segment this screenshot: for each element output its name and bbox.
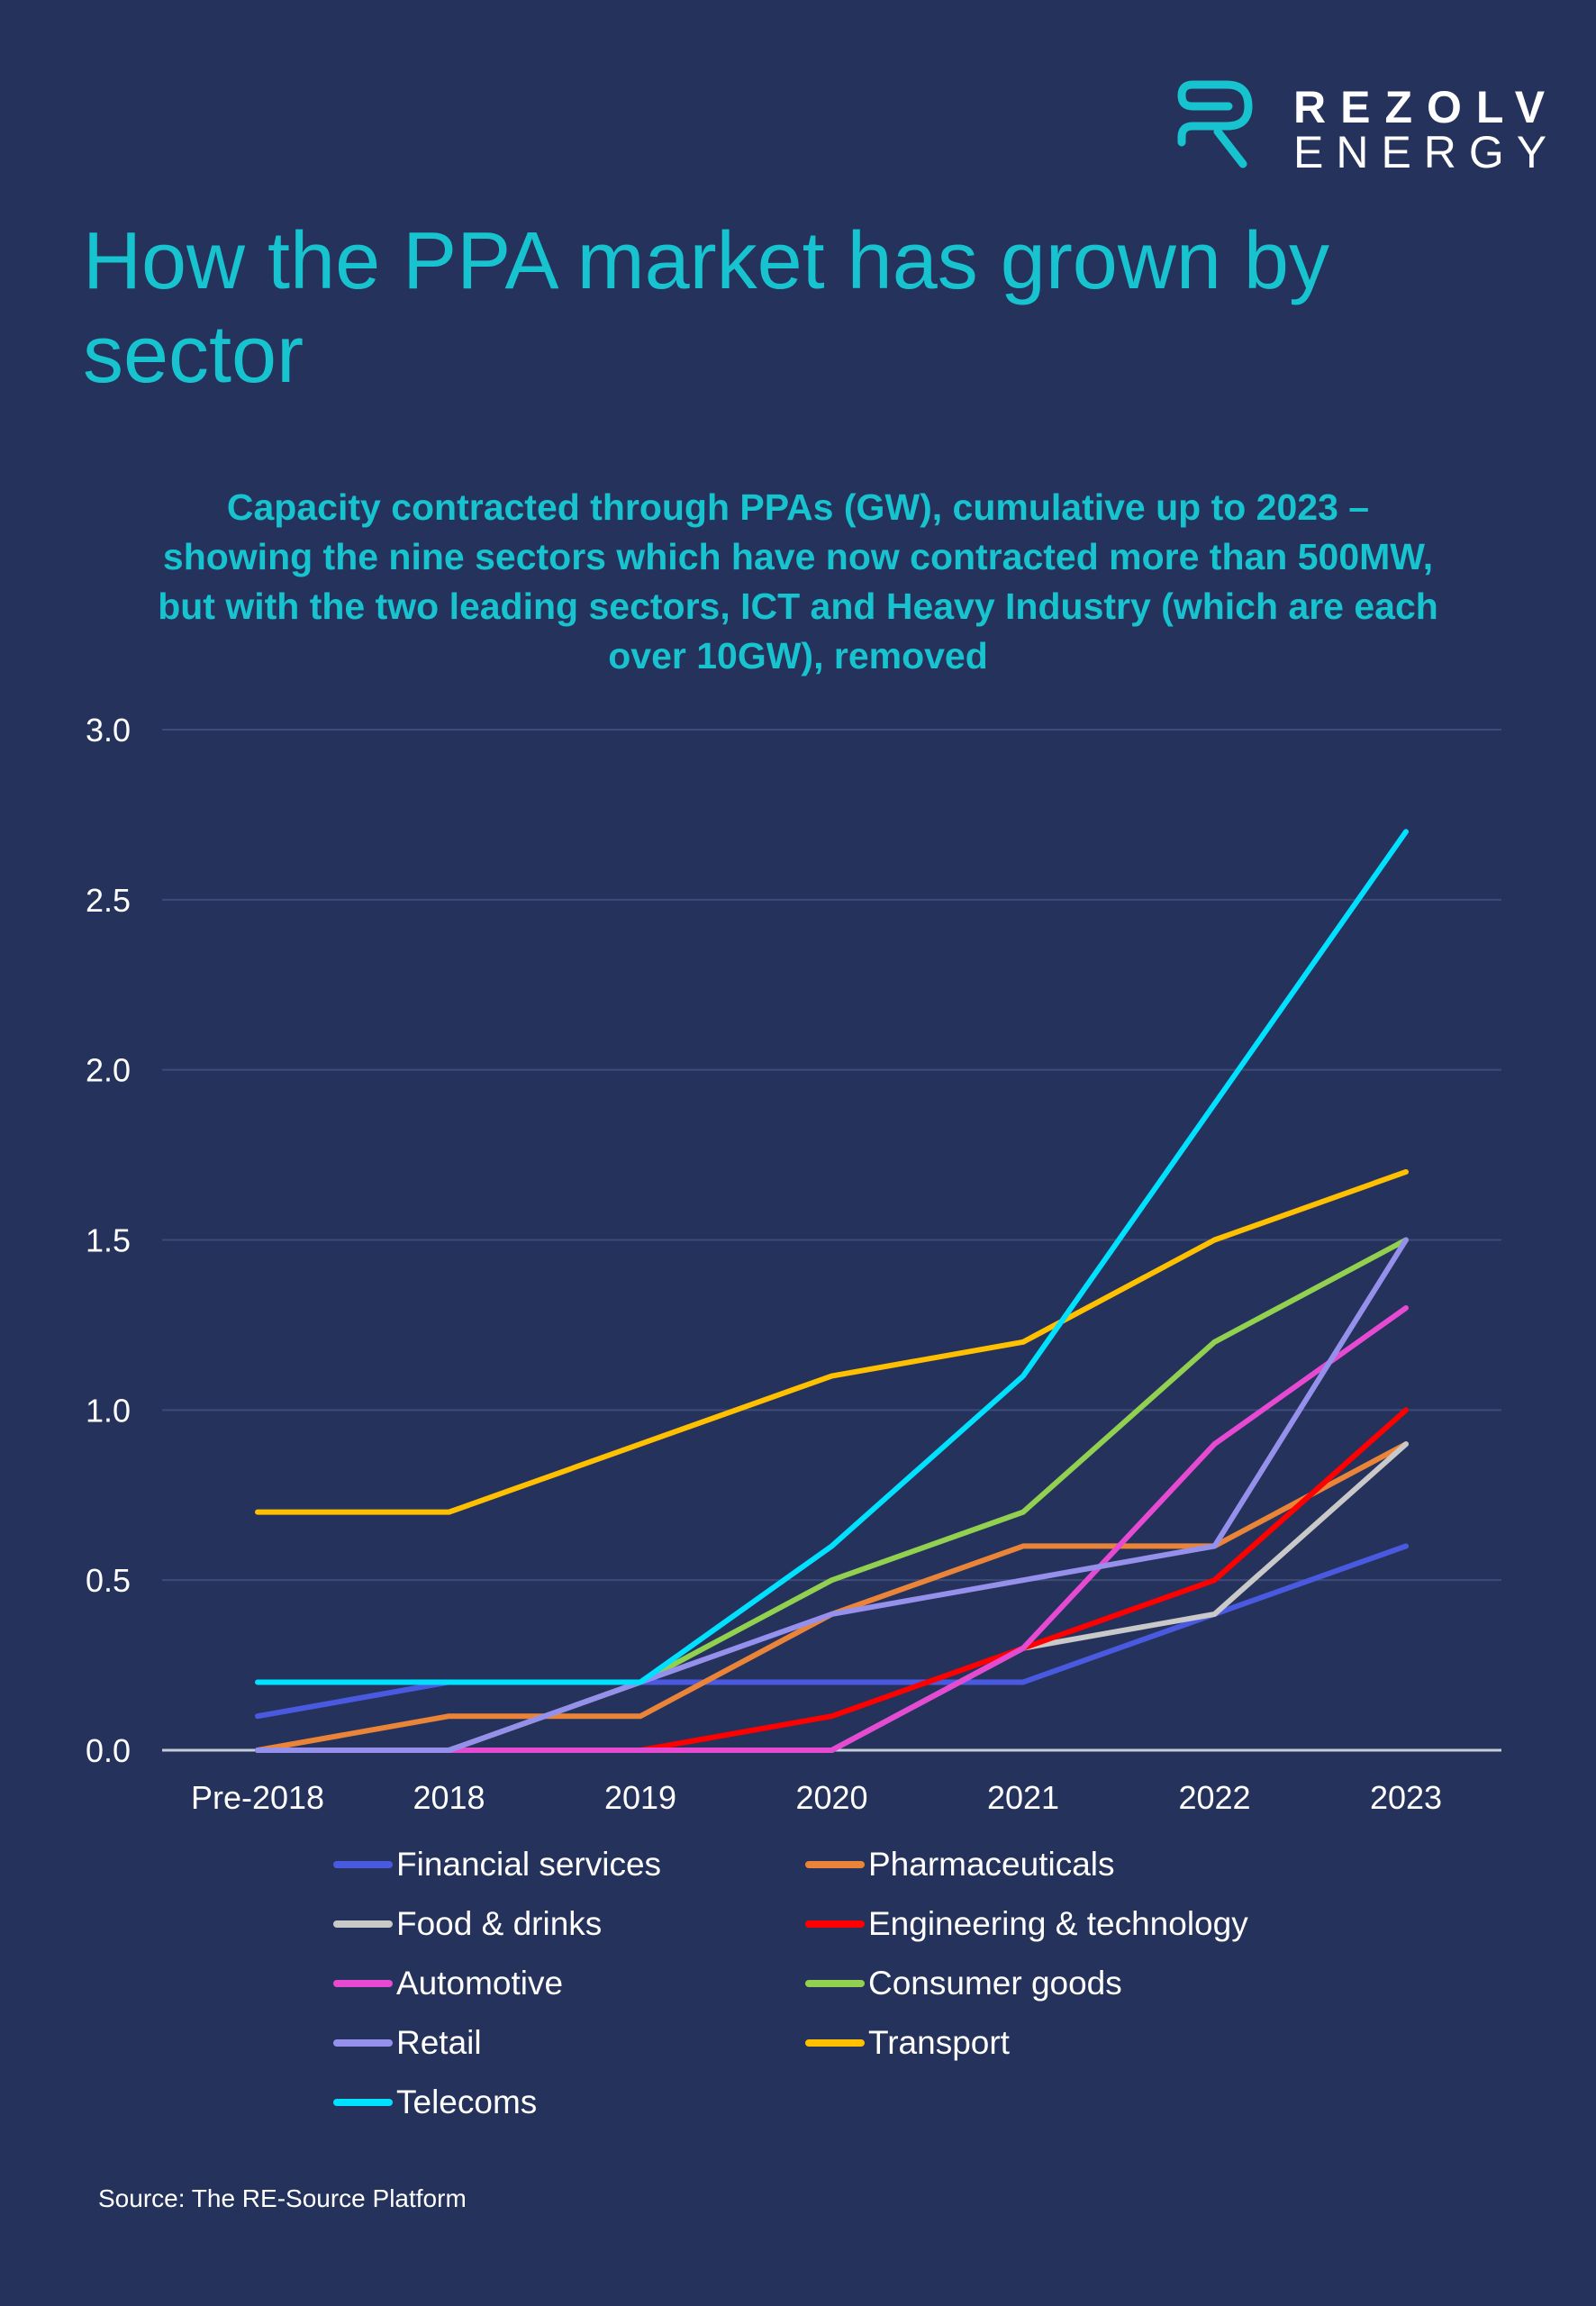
- series-line-food-drinks: [255, 1441, 1409, 1753]
- legend-item: Consumer goods: [805, 1956, 1122, 2011]
- legend-label: Engineering & technology: [868, 1905, 1248, 1942]
- legend-swatch: [333, 1980, 393, 1987]
- x-tick-label: Pre-2018: [191, 1779, 324, 1811]
- legend-swatch: [805, 2039, 865, 2047]
- legend-item: Pharmaceuticals: [805, 1838, 1115, 1892]
- x-tick-label: 2023: [1370, 1779, 1442, 1811]
- legend-swatch: [333, 2099, 393, 2106]
- legend-item: Retail: [333, 2016, 482, 2070]
- legend-label: Financial services: [396, 1846, 662, 1883]
- page-title: How the PPA market has grown by sector: [83, 216, 1329, 400]
- legend-swatch: [333, 2039, 393, 2047]
- legend-label: Telecoms: [396, 2084, 538, 2120]
- x-tick-label: 2022: [1178, 1779, 1250, 1811]
- y-tick-label: 1.5: [86, 1222, 131, 1259]
- legend-label: Retail: [396, 2024, 482, 2061]
- y-tick-label: 0.0: [86, 1732, 131, 1769]
- chart-subtitle: Capacity contracted through PPAs (GW), c…: [158, 486, 1438, 676]
- y-tick-label: 2.0: [86, 1052, 131, 1089]
- gridlines: [162, 729, 1501, 1752]
- y-axis-ticks: 0.0 0.5 1.0 1.5 2.0 2.5 3.0: [86, 712, 131, 1769]
- x-tick-label: 2020: [795, 1779, 867, 1811]
- series-line-telecoms: [255, 829, 1409, 1685]
- y-tick-label: 3.0: [86, 712, 131, 749]
- legend-item: Financial services: [333, 1838, 661, 1892]
- legend-item: Automotive: [333, 1956, 563, 2011]
- legend-item: Telecoms: [333, 2075, 537, 2129]
- x-axis-ticks: Pre-2018 2018 2019 2020 2021 2022 2023: [191, 1779, 1442, 1811]
- y-tick-label: 0.5: [86, 1562, 131, 1599]
- y-tick-label: 2.5: [86, 882, 131, 919]
- legend-label: Food & drinks: [396, 1905, 603, 1942]
- series-lines: [255, 829, 1409, 1753]
- legend-label: Pharmaceuticals: [868, 1846, 1115, 1883]
- legend-item: Food & drinks: [333, 1897, 602, 1951]
- series-line-transport: [255, 1168, 1409, 1515]
- legend-swatch: [805, 1861, 865, 1868]
- legend-swatch: [333, 1861, 393, 1868]
- legend-label: Consumer goods: [868, 1965, 1122, 2002]
- legend-swatch: [333, 1920, 393, 1928]
- legend-label: Automotive: [396, 1965, 564, 2002]
- legend-item: Transport: [805, 2016, 1010, 2070]
- legend-label: Transport: [868, 2024, 1010, 2061]
- series-line-financial-services: [255, 1543, 1409, 1720]
- legend-swatch: [805, 1920, 865, 1928]
- brand-logo: REZOLV ENERGY: [1173, 79, 1569, 178]
- x-tick-label: 2019: [604, 1779, 676, 1811]
- source-note: Source: The RE-Source Platform: [98, 2184, 467, 2212]
- legend-item: Engineering & technology: [805, 1897, 1248, 1951]
- x-tick-label: 2018: [413, 1779, 485, 1811]
- y-tick-label: 1.0: [86, 1392, 131, 1429]
- x-tick-label: 2021: [987, 1779, 1059, 1811]
- series-line-retail: [255, 1237, 1409, 1753]
- line-chart: 0.0 0.5 1.0 1.5 2.0 2.5 3.0 Pre-2018 2018 2019 20…: [86, 712, 1501, 1811]
- brand-name-line2: ENERGY: [1293, 127, 1560, 177]
- legend-swatch: [805, 1980, 865, 1987]
- r-logo-icon: [1177, 80, 1253, 168]
- series-line-consumer-goods: [255, 1237, 1409, 1753]
- brand-name-line1: REZOLV: [1293, 82, 1560, 132]
